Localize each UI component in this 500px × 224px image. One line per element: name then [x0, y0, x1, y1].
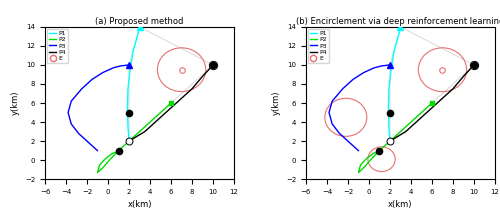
Legend: P1, P2, P3, P4, E: P1, P2, P3, P4, E: [308, 29, 329, 63]
Title: (b) Encirclement via deep reinforcement learning: (b) Encirclement via deep reinforcement …: [296, 17, 500, 26]
X-axis label: x(km): x(km): [128, 200, 152, 209]
Y-axis label: y(km): y(km): [272, 91, 280, 115]
Legend: P1, P2, P3, P4, E: P1, P2, P3, P4, E: [47, 29, 68, 63]
Y-axis label: y(km): y(km): [10, 91, 20, 115]
X-axis label: x(km): x(km): [388, 200, 412, 209]
Title: (a) Proposed method: (a) Proposed method: [96, 17, 184, 26]
